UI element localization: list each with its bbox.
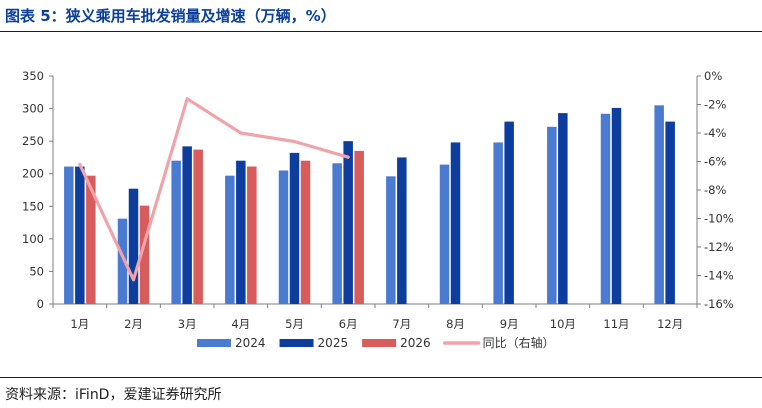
- bar-2024: [654, 105, 664, 304]
- bar-2026: [139, 205, 150, 304]
- bar-2025: [128, 188, 139, 304]
- x-tick-label: 2月: [124, 317, 143, 331]
- bar-2025: [611, 107, 622, 304]
- chart-legend: 2024 2025 2026 同比（右轴）: [197, 335, 555, 350]
- bar-2024: [332, 163, 342, 304]
- bar-2024: [117, 218, 128, 304]
- chart-axes: 0 50 100 150 200 250 300 350 0% -2% -4% -6% -8% -10% -…: [22, 69, 734, 331]
- bar-2024: [278, 170, 289, 304]
- legend-label: 2025: [318, 336, 349, 350]
- bar-2026: [86, 175, 96, 304]
- y-right-tick-label: 0%: [704, 69, 722, 83]
- legend-label: 2026: [400, 336, 431, 350]
- x-tick-label: 11月: [603, 317, 629, 331]
- bar-2024: [547, 126, 557, 304]
- chart-yoy-line: [78, 97, 350, 282]
- y-left-tick-label: 150: [22, 199, 44, 213]
- y-left-tick-label: 200: [22, 167, 44, 181]
- title-rule: [0, 31, 762, 32]
- bar-2024: [171, 160, 181, 304]
- y-left-tick-label: 300: [22, 102, 44, 116]
- x-tick-label: 5月: [285, 317, 304, 331]
- bar-2026: [193, 149, 203, 304]
- bar-2024: [493, 142, 503, 304]
- bar-2025: [75, 166, 85, 304]
- y-right-tick-label: -10%: [704, 212, 734, 226]
- bar-2025: [558, 113, 568, 304]
- x-tick-label: 7月: [392, 317, 411, 331]
- bar-2026: [247, 166, 257, 304]
- y-right-tick-label: -14%: [704, 269, 734, 283]
- y-left-tick-label: 250: [22, 134, 44, 148]
- bar-2025: [397, 157, 407, 304]
- x-tick-label: 10月: [550, 317, 576, 331]
- y-left-tick-label: 50: [29, 264, 44, 278]
- x-tick-label: 4月: [231, 317, 250, 331]
- x-tick-label: 8月: [446, 317, 465, 331]
- chart-title: 图表 5：狭义乘用车批发销量及增速（万辆，%）: [5, 7, 336, 25]
- x-tick-label: 1月: [70, 317, 89, 331]
- bar-2025: [450, 142, 461, 304]
- legend-label: 同比（右轴）: [483, 335, 555, 350]
- x-tick-label: 3月: [178, 317, 197, 331]
- x-tick-label: 12月: [657, 317, 683, 331]
- bar-2024: [64, 166, 74, 304]
- yoy-line: [78, 97, 350, 282]
- y-left-tick-label: 350: [22, 69, 44, 83]
- y-left-tick-label: 0: [37, 297, 44, 311]
- y-right-tick-label: -6%: [704, 155, 726, 169]
- legend-swatch: [362, 339, 397, 347]
- bar-2024: [225, 175, 235, 304]
- source-note: 资料来源：iFinD，爱建证券研究所: [5, 387, 222, 403]
- bar-2026: [300, 160, 311, 304]
- y-right-tick-label: -16%: [704, 297, 734, 311]
- y-right-tick-label: -4%: [704, 126, 726, 140]
- y-right-tick-label: -8%: [704, 183, 726, 197]
- y-left-tick-label: 100: [22, 232, 44, 246]
- bar-2025: [343, 141, 353, 304]
- bar-2024: [600, 113, 611, 304]
- x-tick-label: 9月: [500, 317, 519, 331]
- y-right-tick-label: -12%: [704, 240, 734, 254]
- y-right-tick-label: -2%: [704, 98, 726, 112]
- x-tick-label: 6月: [339, 317, 358, 331]
- legend-swatch: [197, 339, 231, 347]
- bar-2025: [182, 146, 192, 304]
- bar-2025: [665, 121, 675, 304]
- bar-2024: [439, 164, 450, 304]
- source-rule: [0, 377, 762, 378]
- bar-2026: [354, 150, 364, 304]
- chart-bars: [64, 105, 675, 304]
- bar-2025: [236, 160, 246, 304]
- legend-label: 2024: [235, 336, 266, 350]
- legend-swatch: [279, 339, 314, 347]
- bar-2025: [504, 121, 514, 304]
- bar-2024: [386, 176, 396, 304]
- bar-2025: [289, 152, 300, 304]
